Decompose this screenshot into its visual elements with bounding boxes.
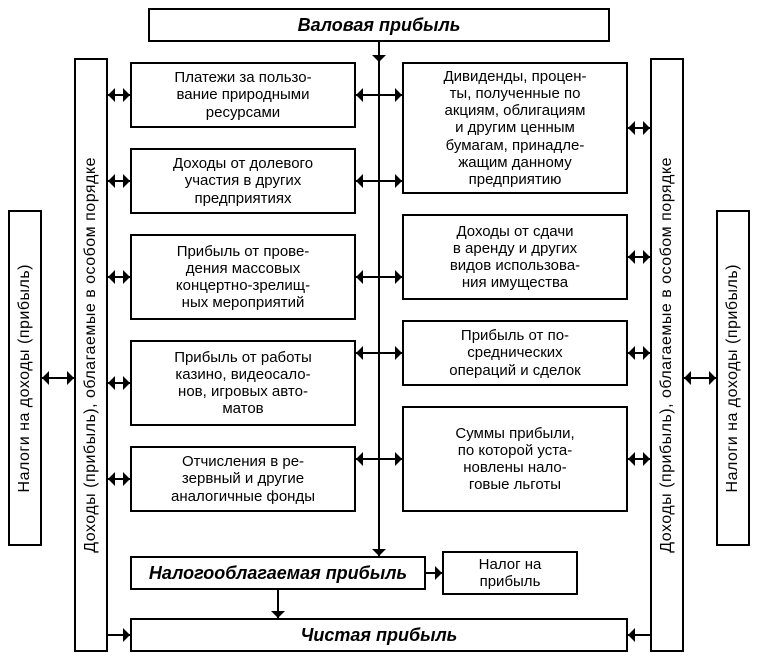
label-net: Чистая прибыль <box>301 625 458 646</box>
box-l5: Отчисления в ре- зервный и другие аналог… <box>130 446 356 512</box>
box-v_right_outer: Налоги на доходы (прибыль) <box>716 210 750 546</box>
diagram-canvas: Валовая прибыль Налогооблагаемая прибыль Н… <box>0 0 758 665</box>
label-top: Валовая прибыль <box>298 15 461 36</box>
box-v_right_inner: Доходы (прибыль), облагаемые в особом по… <box>650 58 684 652</box>
box-r1: Дивиденды, процен- ты, полученные по акц… <box>402 62 628 194</box>
box-l2: Доходы от долевого участия в других пред… <box>130 148 356 214</box>
box-l1: Платежи за пользо- вание природными ресу… <box>130 62 356 128</box>
label-r4: Суммы прибыли, по которой уста- новлены … <box>455 425 574 494</box>
box-l3: Прибыль от прове- дения массовых концерт… <box>130 234 356 320</box>
label-l4: Прибыль от работы казино, видеосало- нов… <box>174 349 312 418</box>
label-l5: Отчисления в ре- зервный и другие аналог… <box>171 453 315 505</box>
box-top: Валовая прибыль <box>148 8 610 42</box>
label-r1: Дивиденды, процен- ты, полученные по акц… <box>444 68 587 189</box>
box-r3: Прибыль от по- среднических операций и с… <box>402 320 628 386</box>
label-v_right_outer: Налоги на доходы (прибыль) <box>724 264 742 492</box>
label-l3: Прибыль от прове- дения массовых концерт… <box>176 243 310 312</box>
box-tax: Налог на прибыль <box>442 551 578 595</box>
label-r3: Прибыль от по- среднических операций и с… <box>449 327 580 379</box>
label-taxable: Налогооблагаемая прибыль <box>149 563 407 584</box>
label-v_left_outer: Налоги на доходы (прибыль) <box>16 264 34 492</box>
label-v_left_inner: Доходы (прибыль), облагаемые в особом по… <box>82 157 100 553</box>
box-r4: Суммы прибыли, по которой уста- новлены … <box>402 406 628 512</box>
label-l1: Платежи за пользо- вание природными ресу… <box>174 69 311 121</box>
box-taxable: Налогооблагаемая прибыль <box>130 556 426 590</box>
label-tax: Налог на прибыль <box>479 556 542 591</box>
box-v_left_inner: Доходы (прибыль), облагаемые в особом по… <box>74 58 108 652</box>
box-net: Чистая прибыль <box>130 618 628 652</box>
box-r2: Доходы от сдачи в аренду и других видов … <box>402 214 628 300</box>
box-v_left_outer: Налоги на доходы (прибыль) <box>8 210 42 546</box>
label-r2: Доходы от сдачи в аренду и других видов … <box>450 223 580 292</box>
label-l2: Доходы от долевого участия в других пред… <box>173 155 313 207</box>
label-v_right_inner: Доходы (прибыль), облагаемые в особом по… <box>658 157 676 553</box>
box-l4: Прибыль от работы казино, видеосало- нов… <box>130 340 356 426</box>
